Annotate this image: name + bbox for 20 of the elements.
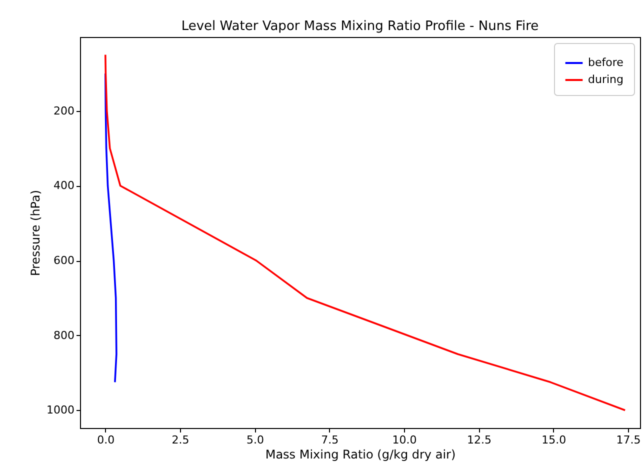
x-tick-label: 17.5	[616, 434, 641, 446]
line-series	[104, 72, 118, 384]
x-tick-label: 12.5	[466, 434, 492, 446]
x-tick-label: 0.0	[97, 434, 115, 446]
x-tick-label: 5.0	[246, 434, 264, 446]
legend-label: during	[588, 73, 624, 86]
x-tick-label: 10.0	[392, 434, 417, 446]
y-tick-label: 200	[54, 104, 74, 118]
chart-title: Level Water Vapor Mass Mixing Ratio Profile - Nuns Fire	[181, 19, 539, 34]
x-axis-title: Mass Mixing Ratio (g/kg dry air)	[265, 448, 456, 462]
y-tick-label: 400	[54, 179, 74, 192]
y-tick-label: 600	[54, 254, 74, 268]
line-series	[104, 54, 626, 412]
x-tick-label: 2.5	[172, 434, 190, 446]
y-tick-label: 1000	[46, 404, 74, 417]
y-tick-label: 800	[54, 328, 74, 342]
x-tick-label: 7.5	[321, 434, 339, 446]
y-axis-title: Pressure (hPa)	[28, 190, 43, 276]
legend-label: before	[588, 56, 624, 69]
x-tick-label: 15.0	[542, 434, 566, 446]
